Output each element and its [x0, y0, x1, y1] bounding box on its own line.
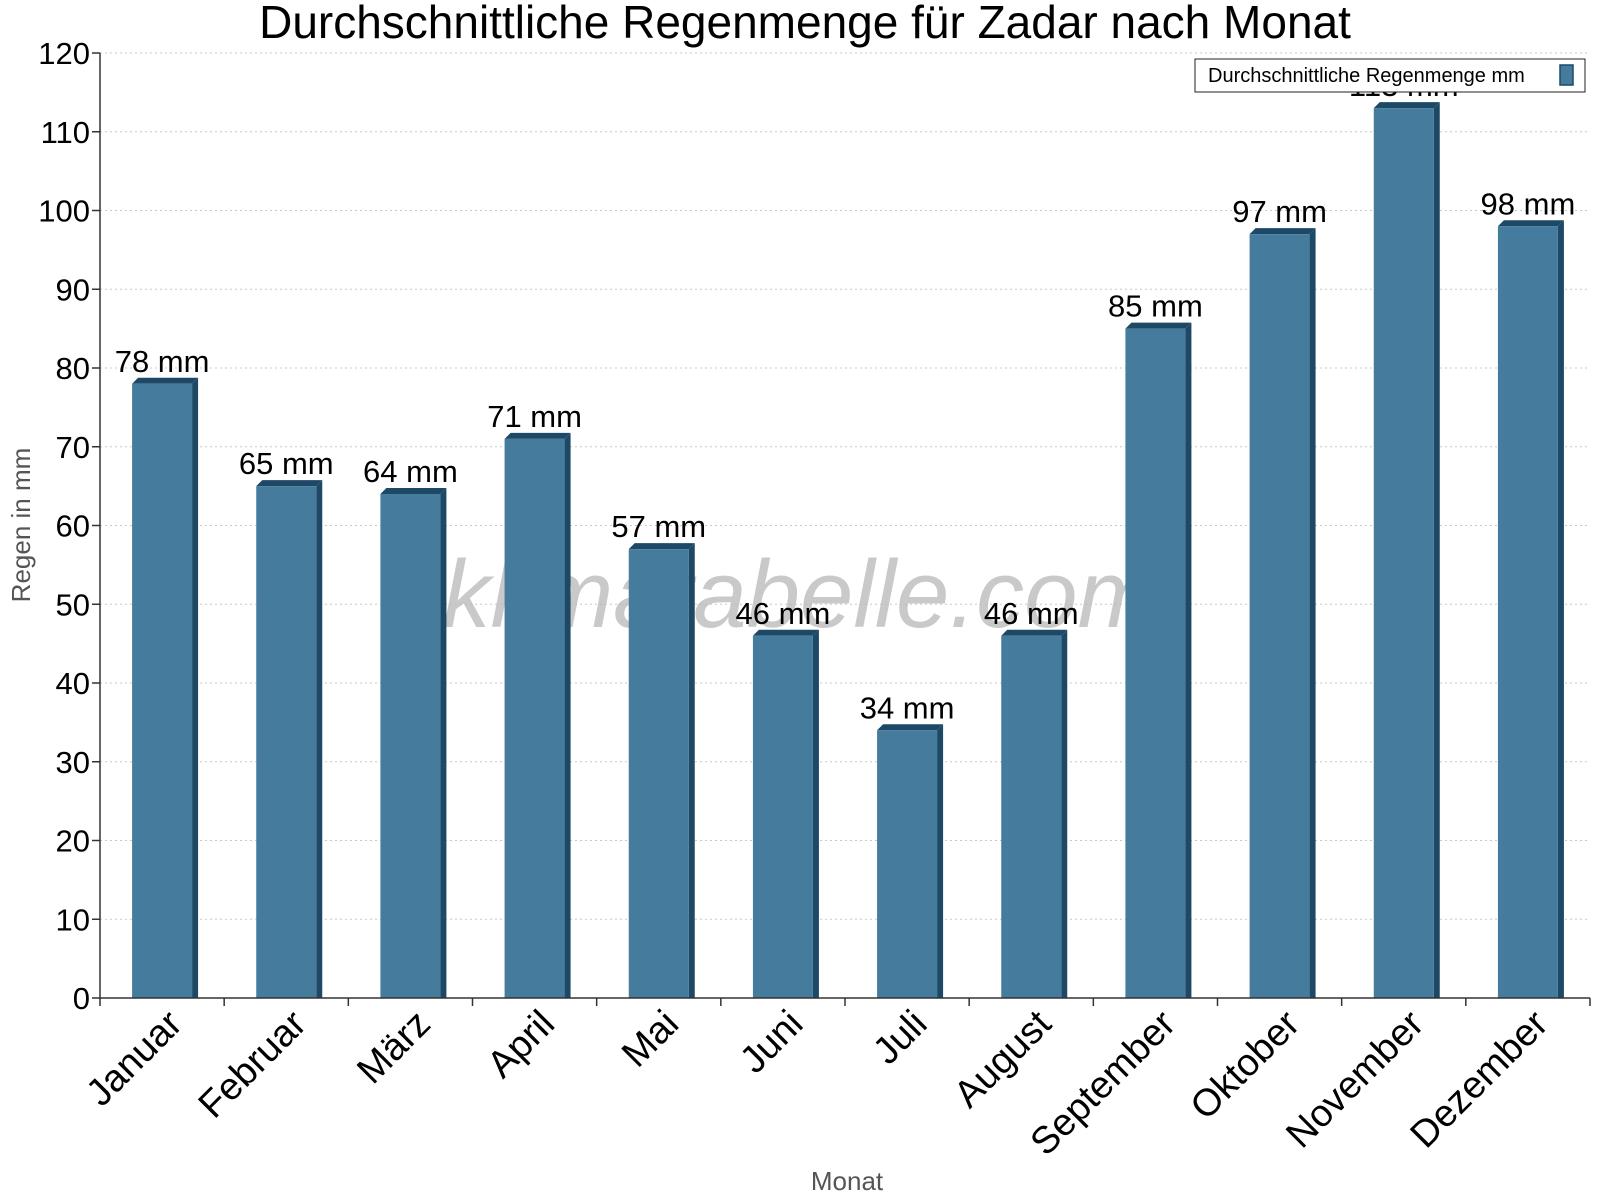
bar-side [937, 724, 944, 998]
y-tick-label: 100 [38, 194, 90, 229]
bar-top [752, 629, 819, 636]
y-tick-label: 40 [56, 666, 90, 701]
bar-group [256, 480, 323, 998]
bar [1125, 328, 1186, 998]
bar-top [628, 543, 695, 550]
bar-top [132, 377, 199, 384]
data-label: 97 mm [1232, 194, 1327, 229]
bar-side [1433, 102, 1440, 998]
bar [752, 635, 813, 998]
bar-group [752, 629, 819, 998]
bar-top [877, 724, 944, 731]
bar-side [1061, 629, 1068, 998]
y-tick-label: 80 [56, 351, 90, 386]
legend: Durchschnittliche Regenmenge mm [1194, 58, 1586, 93]
bar [1373, 108, 1434, 998]
bar [1497, 226, 1558, 998]
chart-title: Durchschnittliche Regenmenge für Zadar n… [259, 0, 1351, 48]
data-label: 85 mm [1108, 289, 1203, 324]
y-tick-label: 110 [41, 115, 90, 150]
data-label: 78 mm [115, 344, 210, 379]
bar [1249, 234, 1310, 998]
bar-group [877, 724, 944, 998]
data-label: 46 mm [736, 596, 831, 631]
bar-group [132, 377, 199, 998]
bar-top [1497, 220, 1564, 227]
bar-side [1185, 322, 1192, 998]
bar [256, 486, 317, 998]
data-label: 64 mm [363, 454, 458, 489]
bar-group [1497, 220, 1564, 998]
y-axis-label: Regen in mm [6, 448, 36, 603]
bar [504, 438, 565, 998]
y-tick-label: 60 [56, 509, 90, 544]
bar [380, 494, 441, 998]
bar-group [380, 488, 447, 998]
y-tick-label: 70 [56, 430, 90, 465]
grid-lines [100, 52, 1590, 920]
bar [132, 383, 193, 998]
bar-top [1373, 102, 1440, 109]
x-axis-label: Monat [811, 1166, 884, 1196]
bar-side [688, 543, 695, 998]
legend-box [1194, 58, 1586, 93]
y-tick-label: 30 [56, 745, 90, 780]
data-label: 34 mm [860, 690, 955, 725]
y-tick-label: 90 [56, 272, 90, 307]
legend-swatch [1559, 64, 1574, 86]
bars [132, 102, 1564, 998]
data-label: 57 mm [611, 509, 706, 544]
bar-side [192, 377, 199, 998]
bar-top [256, 480, 323, 487]
bar-group [504, 432, 571, 998]
data-label: 46 mm [984, 596, 1079, 631]
bar-side [812, 629, 819, 998]
legend-label: Durchschnittliche Regenmenge mm [1208, 65, 1525, 87]
y-tick-label: 0 [73, 981, 90, 1016]
y-tick-label: 120 [38, 36, 90, 71]
bar-side [316, 480, 323, 998]
bar [628, 549, 689, 998]
data-label: 98 mm [1481, 186, 1576, 221]
bar-group [1249, 228, 1316, 998]
bar [877, 730, 938, 998]
bar-top [380, 488, 447, 494]
bar [1001, 635, 1062, 998]
bar-group [1373, 102, 1440, 998]
data-label: 65 mm [239, 446, 334, 481]
bar-side [440, 488, 447, 998]
bar-group [1125, 322, 1192, 998]
y-tick-label: 50 [56, 587, 90, 622]
data-label: 71 mm [487, 399, 582, 434]
y-tick-label: 20 [56, 824, 90, 859]
bar-top [504, 432, 571, 439]
bar-top [1001, 629, 1068, 636]
bar-group [628, 543, 695, 998]
y-tick-label: 10 [56, 902, 90, 937]
bar-side [1557, 220, 1564, 998]
bar-top [1249, 228, 1316, 235]
bar-side [1309, 228, 1316, 998]
bar-side [564, 432, 571, 998]
bar-group [1001, 629, 1068, 998]
bar-top [1125, 322, 1192, 329]
